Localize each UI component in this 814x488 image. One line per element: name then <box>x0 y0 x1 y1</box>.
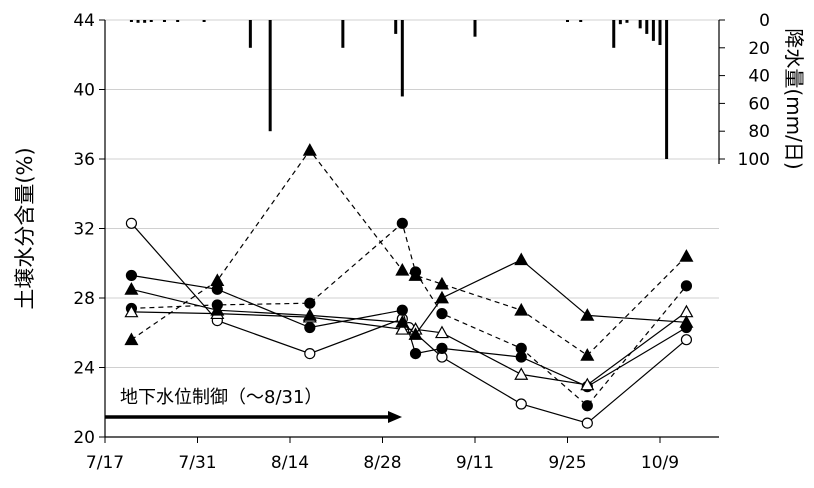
precipitation-bar <box>400 20 404 97</box>
x-tick-label: 10/9 <box>641 453 679 473</box>
precipitation-bar <box>651 20 655 41</box>
data-point <box>580 377 595 391</box>
data-point <box>680 280 693 292</box>
precipitation-bar <box>638 20 642 29</box>
precipitation-bar <box>129 20 133 22</box>
y-left-axis-title: 土壌水分含量(%) <box>13 147 37 309</box>
y-left-tick-label: 44 <box>73 11 95 31</box>
data-point <box>395 322 410 335</box>
data-point <box>125 269 138 282</box>
precipitation-bar <box>579 20 583 22</box>
data-point <box>436 342 448 354</box>
precipitation-bar <box>149 20 153 22</box>
data-point <box>679 249 694 262</box>
precipitation-bars <box>129 20 669 159</box>
data-point <box>302 308 317 321</box>
data-point <box>434 325 449 339</box>
y-left-tick-label: 40 <box>73 81 95 101</box>
data-point <box>514 302 529 316</box>
data-point <box>434 290 449 304</box>
y-right-tick-label: 0 <box>759 11 770 31</box>
precipitation-bar <box>612 20 616 48</box>
y-left-tick-label: 20 <box>73 428 95 448</box>
data-point <box>125 217 138 229</box>
data-point <box>124 304 139 318</box>
x-tick-label: 7/17 <box>86 453 124 473</box>
precipitation-bar <box>665 20 669 159</box>
x-tick-label: 9/11 <box>456 453 494 473</box>
precipitation-bar <box>341 20 345 48</box>
precipitation-bar <box>136 20 140 23</box>
data-point <box>515 342 527 354</box>
series-filled-triangle-dashed <box>124 143 694 361</box>
x-tick-label: 8/14 <box>271 453 309 473</box>
precipitation-bar <box>394 20 398 34</box>
precipitation-bar <box>473 20 477 37</box>
data-point <box>680 334 693 346</box>
data-point <box>514 252 529 266</box>
data-point <box>434 276 449 290</box>
precipitation-bar <box>625 20 629 23</box>
y-right-axis-title: 降水量(mm/日) <box>782 28 806 169</box>
annotation-group: 地下水位制御（〜8/31） <box>105 387 402 423</box>
precipitation-bar <box>268 20 272 132</box>
series-open-triangle-solid <box>124 304 694 391</box>
data-point <box>514 367 529 380</box>
data-point <box>679 304 694 318</box>
y-right-tick-label: 20 <box>748 39 770 59</box>
data-point <box>396 304 408 316</box>
data-point <box>302 143 317 156</box>
data-point <box>580 348 595 361</box>
data-point <box>408 268 423 281</box>
y-left-tick-label: 32 <box>73 220 95 240</box>
series-filled-circle-solid <box>125 269 693 393</box>
precipitation-bar <box>248 20 252 48</box>
precipitation-bar <box>658 20 662 46</box>
series-group <box>124 143 694 429</box>
y-left-tick-label: 36 <box>73 150 95 170</box>
x-tick-label: 8/28 <box>363 453 401 473</box>
precipitation-bar <box>566 20 569 22</box>
data-point <box>515 398 527 410</box>
data-point <box>581 400 593 412</box>
precipitation-bar <box>176 20 180 22</box>
data-point <box>210 273 225 287</box>
gridlines <box>105 19 719 438</box>
y-right-tick-label: 60 <box>748 94 770 114</box>
axes: 20 24 28 32 36 40 44 7/17 7/31 8/14 8/28 9/11 9/25 10… <box>13 11 806 473</box>
data-point <box>304 348 316 360</box>
data-point <box>409 348 422 360</box>
series-filled-triangle-solid <box>124 252 694 340</box>
data-point <box>124 282 139 295</box>
y-right-tick-label: 80 <box>748 122 770 142</box>
y-left-tick-label: 24 <box>73 359 95 379</box>
precipitation-bar <box>645 20 649 34</box>
data-point <box>679 315 694 328</box>
precipitation-bar <box>202 20 206 22</box>
series-line <box>131 149 687 357</box>
annotation-arrow-head <box>388 411 402 423</box>
data-point <box>581 417 593 429</box>
precipitation-bar <box>162 20 166 22</box>
data-point <box>580 308 595 321</box>
data-point <box>304 297 316 309</box>
annotation-label: 地下水位制御（〜8/31） <box>120 387 322 408</box>
data-point <box>436 308 448 320</box>
precipitation-bar <box>618 20 622 25</box>
data-point <box>395 262 410 276</box>
data-point <box>408 327 423 340</box>
data-point <box>210 302 225 316</box>
y-right-tick-label: 40 <box>748 67 770 87</box>
x-tick-label: 9/25 <box>548 453 586 473</box>
data-point <box>395 315 410 328</box>
data-point <box>396 217 408 229</box>
y-right-tick-label: 100 <box>738 150 770 170</box>
data-point <box>124 332 139 346</box>
precipitation-bar <box>143 20 147 23</box>
data-point <box>304 321 316 334</box>
y-left-tick-label: 28 <box>73 289 95 309</box>
x-tick-label: 7/31 <box>178 453 216 473</box>
